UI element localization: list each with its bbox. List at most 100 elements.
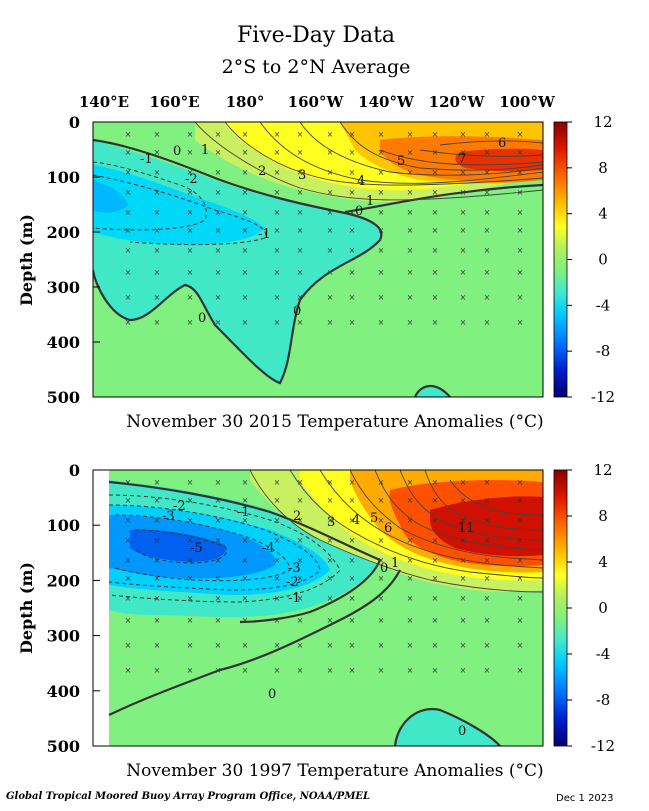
sample-marker: ×: [274, 616, 281, 625]
sample-marker: ×: [154, 616, 161, 625]
sample-marker: ×: [432, 574, 439, 583]
contour-label: 0: [173, 144, 181, 159]
sample-marker: ×: [187, 226, 194, 235]
sample-marker: ×: [349, 641, 356, 650]
sample-marker: ×: [349, 226, 356, 235]
panel-2015: × × × × × × × × × × × × × × × × × × × × × × × × × × × × × × × × × × × × × × × ×…: [17, 113, 615, 432]
sample-marker: ×: [215, 641, 222, 650]
sample-marker: ×: [407, 148, 414, 157]
sample-marker: ×: [432, 496, 439, 505]
sample-marker: ×: [432, 516, 439, 525]
sample-marker: ×: [460, 268, 467, 277]
sample-marker: ×: [517, 516, 524, 525]
warm-core-inner: [430, 496, 543, 557]
sample-marker: ×: [460, 148, 467, 157]
sample-marker: ×: [154, 478, 161, 487]
sample-marker: ×: [349, 594, 356, 603]
sample-marker: ×: [432, 616, 439, 625]
sample-marker: ×: [297, 496, 304, 505]
sample-marker: ×: [517, 556, 524, 565]
sample-marker: ×: [378, 246, 385, 255]
sample-marker: ×: [407, 496, 414, 505]
sample-marker: ×: [484, 496, 491, 505]
sample-marker: ×: [297, 208, 304, 217]
contour-label: -3: [162, 509, 175, 524]
sample-marker: ×: [297, 148, 304, 157]
sample-marker: ×: [349, 666, 356, 675]
sample-marker: ×: [125, 666, 132, 675]
colorbar-tick-label: -12: [591, 388, 615, 406]
sample-marker: ×: [297, 168, 304, 177]
y-tick-label: 300: [47, 278, 80, 297]
sample-marker: ×: [154, 130, 161, 139]
sample-marker: ×: [407, 594, 414, 603]
sample-marker: ×: [349, 616, 356, 625]
sample-marker: ×: [327, 226, 334, 235]
sample-marker: ×: [274, 208, 281, 217]
sample-marker: ×: [378, 496, 385, 505]
sample-marker: ×: [215, 293, 222, 302]
sample-marker: ×: [378, 168, 385, 177]
sample-marker: ×: [187, 641, 194, 650]
sample-marker: ×: [125, 208, 132, 217]
figure: Five-Day Data 2°S to 2°N Average 140°E 16…: [17, 23, 615, 781]
sample-marker: ×: [154, 268, 161, 277]
sample-marker: ×: [242, 226, 249, 235]
sample-marker: ×: [242, 641, 249, 650]
zero-contour-deep: [108, 569, 401, 716]
sample-marker: ×: [274, 641, 281, 650]
sample-marker: ×: [349, 478, 356, 487]
contour-label: -1: [140, 152, 153, 167]
sample-marker: ×: [378, 268, 385, 277]
sample-marker: ×: [274, 666, 281, 675]
sample-marker: ×: [432, 168, 439, 177]
sample-marker: ×: [432, 536, 439, 545]
sample-marker: ×: [327, 246, 334, 255]
sample-marker: ×: [349, 148, 356, 157]
sample-marker: ×: [274, 318, 281, 327]
sample-marker: ×: [407, 536, 414, 545]
y-tick-label: 500: [47, 737, 80, 756]
sample-marker: ×: [242, 496, 249, 505]
sample-marker: ×: [484, 268, 491, 277]
sample-marker: ×: [378, 318, 385, 327]
y-tick-label: 200: [47, 223, 80, 242]
plot-frame-1997: [92, 469, 544, 747]
chart-subtitle: 2°S to 2°N Average: [222, 56, 411, 78]
sample-marker: ×: [460, 318, 467, 327]
sample-marker: ×: [154, 496, 161, 505]
sample-marker: ×: [215, 246, 222, 255]
sample-marker: ×: [484, 594, 491, 603]
missing-data-strip: [93, 470, 109, 746]
contour-labels-1997: -2 -3 -1 -5 -4 -3 -2 -1 2 3 4 5 6 11 0 1…: [162, 499, 475, 739]
sample-marker: ×: [378, 226, 385, 235]
sample-marker: ×: [517, 536, 524, 545]
sample-marker: ×: [215, 226, 222, 235]
y-tick-label: 400: [47, 333, 80, 352]
contour-label: 5: [397, 154, 405, 169]
sample-marker: ×: [407, 318, 414, 327]
sample-marker: ×: [460, 556, 467, 565]
sample-marker: ×: [297, 318, 304, 327]
sample-marker: ×: [432, 594, 439, 603]
sample-marker: ×: [432, 641, 439, 650]
sample-marker: ×: [242, 574, 249, 583]
contour-label: -2: [173, 499, 186, 514]
sample-marker: ×: [517, 226, 524, 235]
contour-label: 3: [298, 168, 306, 183]
sample-marker: ×: [154, 574, 161, 583]
sample-marker: ×: [407, 188, 414, 197]
sample-marker: ×: [125, 516, 132, 525]
sample-marker: ×: [242, 130, 249, 139]
sample-marker: ×: [460, 616, 467, 625]
sample-marker: ×: [432, 268, 439, 277]
sample-marker: ×: [460, 208, 467, 217]
colorbar-tick-label: -4: [596, 645, 611, 663]
sample-marker: ×: [517, 268, 524, 277]
contour-labels-2015: -1 -2 -1 0 1 2 3 4 5 7 6 1 0 0 0: [140, 136, 506, 326]
sample-marker: ×: [378, 666, 385, 675]
dashed-contour-2: [93, 174, 267, 246]
colorbar-tick-label: 0: [598, 251, 608, 269]
sample-marker: ×: [484, 516, 491, 525]
sample-marker: ×: [407, 226, 414, 235]
